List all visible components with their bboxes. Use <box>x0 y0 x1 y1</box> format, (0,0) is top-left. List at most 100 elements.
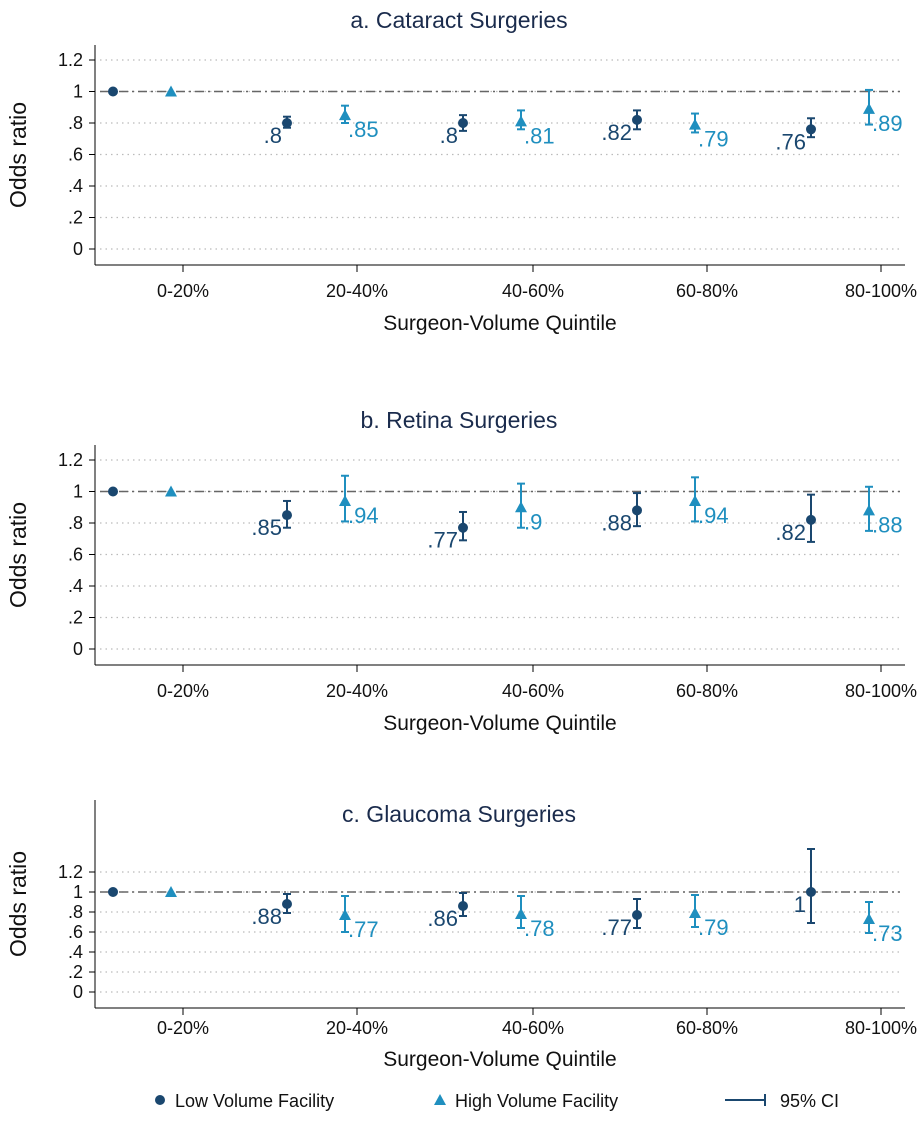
point-low-volume <box>458 118 468 128</box>
x-axis-title: Surgeon-Volume Quintile <box>383 312 616 335</box>
y-tick-label: .2 <box>68 208 83 228</box>
data-label-high: .81 <box>524 123 555 148</box>
y-tick-label: .8 <box>68 513 83 533</box>
x-tick-label: 80-100% <box>845 1018 917 1038</box>
point-low-volume <box>806 124 816 135</box>
data-label-high: .94 <box>348 503 379 528</box>
y-axis-title: Odds ratio <box>5 851 31 957</box>
x-tick-label: 0-20% <box>157 681 209 701</box>
chart-title: c. Glaucoma Surgeries <box>342 801 576 827</box>
point-high-volume <box>339 109 351 121</box>
data-label-low: .8 <box>440 123 458 148</box>
point-high-volume <box>863 504 875 516</box>
point-high-volume <box>165 886 177 897</box>
panel-1: b. Retina Surgeries 0 .2 .4 .6 .8 1 1.2 0-20% 20-… <box>5 407 917 735</box>
data-label-low: .86 <box>427 906 458 931</box>
data-label-high: .78 <box>524 916 555 941</box>
point-low-volume <box>458 901 468 911</box>
chart-title: b. Retina Surgeries <box>361 407 558 433</box>
point-high-volume <box>863 913 875 924</box>
data-label-high: .77 <box>348 917 379 942</box>
data-label-low: .85 <box>251 515 282 540</box>
y-tick-label: .8 <box>68 113 83 133</box>
y-tick-label: .2 <box>68 608 83 628</box>
y-tick-label: 1 <box>73 482 83 502</box>
data-label-low: .82 <box>601 120 632 145</box>
point-low-volume <box>282 510 292 521</box>
x-tick-label: 20-40% <box>326 681 388 701</box>
data-label-low: .77 <box>601 915 632 940</box>
data-label-low: .88 <box>601 510 632 535</box>
point-high-volume <box>863 102 875 114</box>
data-label-low: 1 <box>794 892 806 917</box>
y-tick-label: 0 <box>73 639 83 659</box>
data-label-high: .79 <box>698 127 729 152</box>
y-tick-label: 1 <box>73 882 83 902</box>
x-tick-label: 40-60% <box>502 281 564 301</box>
y-tick-label: .2 <box>68 962 83 982</box>
x-tick-label: 80-100% <box>845 681 917 701</box>
x-tick-label: 60-80% <box>676 281 738 301</box>
legend-triangle-icon <box>434 1094 446 1105</box>
data-label-low: .76 <box>775 129 806 154</box>
point-high-volume <box>165 485 177 497</box>
x-tick-label: 0-20% <box>157 281 209 301</box>
x-tick-label: 20-40% <box>326 1018 388 1038</box>
point-high-volume <box>339 494 351 506</box>
legend-circle-icon <box>155 1095 165 1105</box>
point-high-volume <box>515 115 527 127</box>
point-low-volume <box>806 514 816 525</box>
y-tick-label: .6 <box>68 145 83 165</box>
y-tick-label: 1.2 <box>58 450 83 470</box>
data-label-high: .89 <box>872 111 903 136</box>
point-low-volume <box>108 887 118 897</box>
data-label-high: .79 <box>698 915 729 940</box>
x-tick-label: 60-80% <box>676 681 738 701</box>
y-tick-label: .4 <box>68 942 83 962</box>
data-label-high: .88 <box>872 512 903 537</box>
point-high-volume <box>689 118 701 130</box>
legend-label: High Volume Facility <box>455 1091 618 1111</box>
point-high-volume <box>515 908 527 919</box>
data-label-low: .82 <box>775 520 806 545</box>
x-axis-title: Surgeon-Volume Quintile <box>383 1048 616 1071</box>
y-tick-label: .6 <box>68 922 83 942</box>
point-high-volume <box>339 909 351 920</box>
y-tick-label: 1 <box>73 82 83 102</box>
x-tick-label: 60-80% <box>676 1018 738 1038</box>
y-tick-label: .4 <box>68 576 83 596</box>
data-label-low: .88 <box>251 904 282 929</box>
y-tick-label: .6 <box>68 545 83 565</box>
data-label-low: .8 <box>264 123 282 148</box>
point-low-volume <box>108 86 118 97</box>
point-low-volume <box>108 486 118 497</box>
data-label-high: .94 <box>698 503 729 528</box>
point-low-volume <box>632 910 642 920</box>
point-low-volume <box>458 522 468 533</box>
data-label-high: .85 <box>348 117 379 142</box>
x-tick-label: 40-60% <box>502 681 564 701</box>
y-tick-label: 0 <box>73 982 83 1002</box>
y-tick-label: 0 <box>73 239 83 259</box>
y-tick-label: 1.2 <box>58 50 83 70</box>
x-tick-label: 80-100% <box>845 281 917 301</box>
point-high-volume <box>515 501 527 513</box>
point-low-volume <box>632 505 642 516</box>
point-low-volume <box>282 899 292 909</box>
x-tick-label: 40-60% <box>502 1018 564 1038</box>
x-tick-label: 20-40% <box>326 281 388 301</box>
data-label-high: .9 <box>524 509 542 534</box>
legend: Low Volume Facility High Volume Facility 9… <box>155 1091 839 1111</box>
data-label-low: .77 <box>427 528 458 553</box>
y-tick-label: .4 <box>68 176 83 196</box>
x-tick-label: 0-20% <box>157 1018 209 1038</box>
point-high-volume <box>689 907 701 918</box>
y-axis-title: Odds ratio <box>5 102 31 208</box>
data-label-high: .73 <box>872 921 903 946</box>
chart-title: a. Cataract Surgeries <box>350 7 567 33</box>
point-high-volume <box>689 494 701 506</box>
